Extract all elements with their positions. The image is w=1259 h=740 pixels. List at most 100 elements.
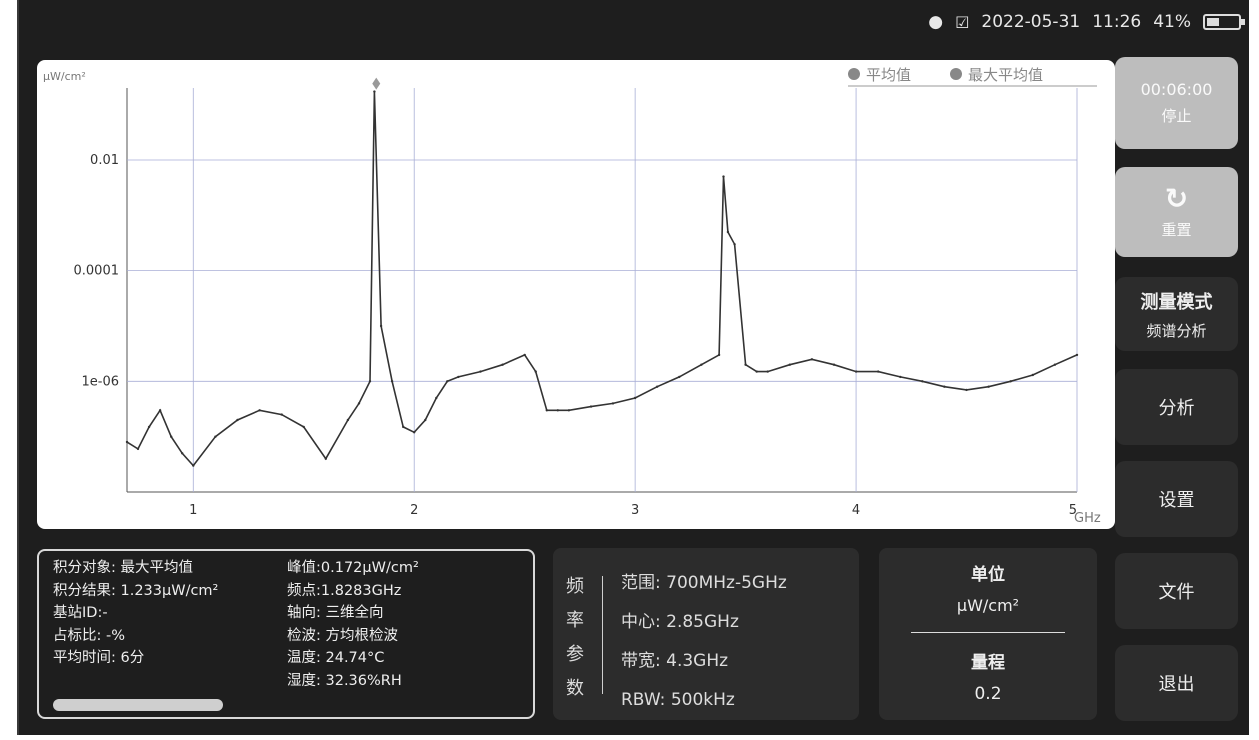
spectrum-point (214, 435, 217, 438)
stop-label: 停止 (1161, 107, 1192, 125)
settings-label: 设置 (1158, 490, 1195, 511)
legend-avg: 平均值 (866, 66, 911, 84)
x-tick-label: 3 (631, 503, 639, 518)
spectrum-point (258, 409, 261, 412)
spectrum-point (611, 402, 615, 405)
info-avg-time: 平均时间: 6分 (53, 650, 145, 666)
timer-value: 00:06:00 (1140, 80, 1213, 99)
info-result: 积分结果: 1.233µW/cm² (53, 582, 219, 599)
legend-avg-icon (848, 68, 860, 80)
y-unit-label: µW/cm² (43, 70, 86, 83)
divider (602, 576, 603, 694)
y-tick-label: 1e-06 (81, 374, 119, 389)
spectrum-point (446, 380, 449, 383)
spectrum-chart[interactable]: µW/cm² 平均值 最大平均值 GHz 0.01 0.0001 1e-06 1 2 3 4… (37, 60, 1115, 529)
peak-marker-icon (372, 77, 381, 90)
unit-range-panel[interactable]: 单位 µW/cm² 量程 0.2 (879, 548, 1097, 720)
spectrum-point (324, 457, 327, 460)
edit-note-icon: ☑ (955, 12, 970, 32)
spectrum-point (368, 380, 372, 383)
settings-button[interactable]: 设置 (1115, 461, 1238, 537)
spectrum-point (181, 452, 184, 455)
spectrum-point (545, 409, 548, 412)
x-tick-label: 1 (189, 503, 197, 518)
spectrum-point (943, 385, 946, 388)
spectrum-point (125, 440, 129, 444)
spectrum-point (589, 405, 593, 408)
info-target: 积分对象: 最大平均值 (53, 560, 193, 576)
spectrum-point (1053, 363, 1057, 366)
spectrum-point (567, 409, 571, 412)
spectrum-point (877, 370, 880, 373)
spectrum-point (192, 464, 195, 467)
exit-label: 退出 (1158, 674, 1195, 695)
reset-label: 重置 (1161, 220, 1192, 239)
spectrum-point (170, 435, 173, 438)
file-label: 文件 (1158, 582, 1195, 603)
status-bar: ● ☑ 2022-05-31 11:26 41% (928, 8, 1245, 36)
info-temperature: 温度: 24.74°C (287, 650, 385, 666)
y-tick-label: 0.01 (90, 153, 119, 168)
battery-icon (1203, 14, 1245, 30)
spectrum-point (147, 425, 151, 429)
spectrum-point (633, 396, 637, 400)
spectrum-point (280, 413, 283, 416)
range-value: 0.2 (974, 684, 1002, 704)
legend-max-icon (950, 68, 962, 80)
range-label: 量程 (971, 653, 1005, 673)
mode-label: 测量模式 (1140, 291, 1213, 313)
y-tick-label: 0.0001 (74, 264, 120, 279)
spectrum-point (534, 370, 537, 373)
integration-info-panel: 积分对象: 最大平均值 积分结果: 1.233µW/cm² 基站ID:- 占标比… (37, 549, 535, 719)
spectrum-point (302, 425, 305, 429)
spectrum-point (413, 431, 416, 434)
device-screen: ● ☑ 2022-05-31 11:26 41% µW/cm² 平均值 最大平均… (17, 0, 1249, 735)
reset-button[interactable]: ↻ 重置 (1115, 167, 1238, 257)
spectrum-point (921, 380, 924, 383)
spectrum-point (678, 375, 681, 379)
location-pin-icon: ● (928, 12, 944, 32)
info-peak: 峰值:0.172µW/cm² (287, 560, 419, 576)
unit-value: µW/cm² (956, 596, 1020, 615)
analyze-button[interactable]: 分析 (1115, 369, 1238, 445)
info-duty-ratio: 占标比: -% (53, 627, 126, 644)
spectrum-point (136, 447, 140, 451)
spectrum-point (424, 418, 427, 422)
freq-params-title: 频 率 参 数 (566, 576, 584, 699)
spectrum-plot: µW/cm² 平均值 最大平均值 GHz 0.01 0.0001 1e-06 1 2 3 4… (43, 66, 1101, 526)
spectrum-point (1031, 373, 1034, 377)
info-humidity: 湿度: 32.36%RH (287, 672, 402, 689)
x-tick-label: 5 (1069, 503, 1077, 518)
spectrum-point (717, 353, 721, 357)
battery-percent: 41% (1153, 12, 1191, 32)
spectrum-point (744, 363, 747, 366)
spectrum-point (501, 363, 504, 366)
spectrum-point (766, 370, 769, 373)
unit-label: 单位 (971, 565, 1005, 585)
info-station-id: 基站ID:- (53, 605, 108, 621)
frequency-params-panel[interactable]: 频 率 参 数 范围: 700MHz-5GHz 中心: 2.85GHz 带宽: … (553, 548, 859, 720)
spectrum-point (556, 409, 559, 412)
spectrum-point (832, 363, 836, 366)
spectrum-point (965, 388, 968, 392)
exit-button[interactable]: 退出 (1115, 645, 1238, 721)
spectrum-point (899, 375, 902, 379)
freq-rbw: RBW: 500kHz (621, 690, 735, 710)
freq-center: 中心: 2.85GHz (621, 612, 739, 632)
spectrum-point (390, 380, 394, 383)
spectrum-point (810, 358, 814, 361)
divider (911, 632, 1065, 633)
measure-mode-button[interactable]: 测量模式 频谱分析 (1115, 277, 1238, 351)
timer-stop-button[interactable]: 00:06:00 停止 (1115, 57, 1238, 149)
file-button[interactable]: 文件 (1115, 553, 1238, 629)
avg-time-progress-bar (53, 699, 223, 711)
spectrum-point (346, 418, 350, 422)
spectrum-point (1075, 353, 1079, 357)
spectrum-point (523, 353, 526, 357)
spectrum-point (402, 425, 405, 429)
x-tick-label: 2 (410, 503, 418, 518)
info-axis: 轴向: 三维全向 (287, 605, 384, 621)
x-unit-label: GHz (1074, 511, 1101, 526)
spectrum-point (656, 385, 659, 388)
spectrum-point (854, 370, 858, 373)
